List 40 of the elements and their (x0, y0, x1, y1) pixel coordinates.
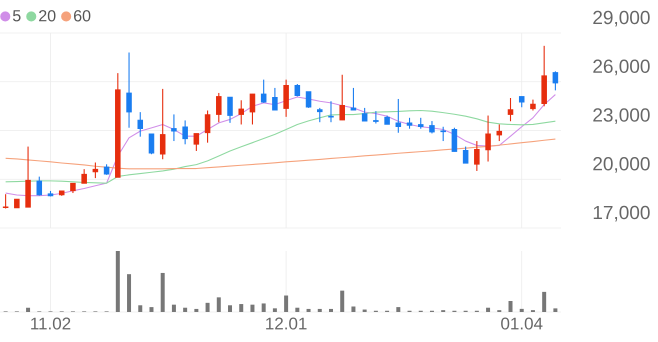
x-tick-label: 12.01 (266, 318, 307, 330)
bar (127, 274, 132, 312)
bar (206, 302, 210, 312)
bar (172, 304, 176, 312)
bar (306, 308, 311, 312)
y-tick-label: 20,000 (593, 157, 650, 173)
bar (553, 308, 558, 312)
bar (216, 297, 221, 312)
bar (116, 250, 120, 312)
y-tick-label: 29,000 (593, 10, 650, 26)
bar (486, 308, 490, 312)
bar (194, 308, 198, 312)
bar (138, 305, 142, 312)
bar (508, 301, 513, 312)
bar (262, 303, 266, 312)
bar (160, 272, 165, 312)
bar (328, 308, 333, 312)
y-tick-label: 17,000 (594, 206, 650, 222)
bar (340, 290, 344, 312)
x-tick-label: 01.04 (501, 318, 542, 330)
bar (318, 308, 322, 312)
y-tick-label: 26,000 (593, 60, 650, 76)
bar (520, 308, 524, 312)
legend-label: 20 (39, 10, 56, 22)
bar (250, 304, 254, 312)
y-tick-label: 23,000 (593, 108, 650, 124)
bar (183, 308, 188, 312)
legend-label: 5 (12, 10, 21, 22)
bar (239, 304, 244, 312)
bar (351, 306, 356, 312)
x-tick-label: 11.02 (31, 318, 70, 330)
bar (26, 308, 30, 312)
bar (542, 292, 546, 312)
bar (396, 307, 400, 312)
bar (149, 307, 154, 312)
bar (272, 308, 277, 312)
legend-label: 60 (74, 10, 90, 22)
bar (228, 305, 232, 312)
bar (295, 308, 300, 312)
bar (284, 296, 288, 312)
